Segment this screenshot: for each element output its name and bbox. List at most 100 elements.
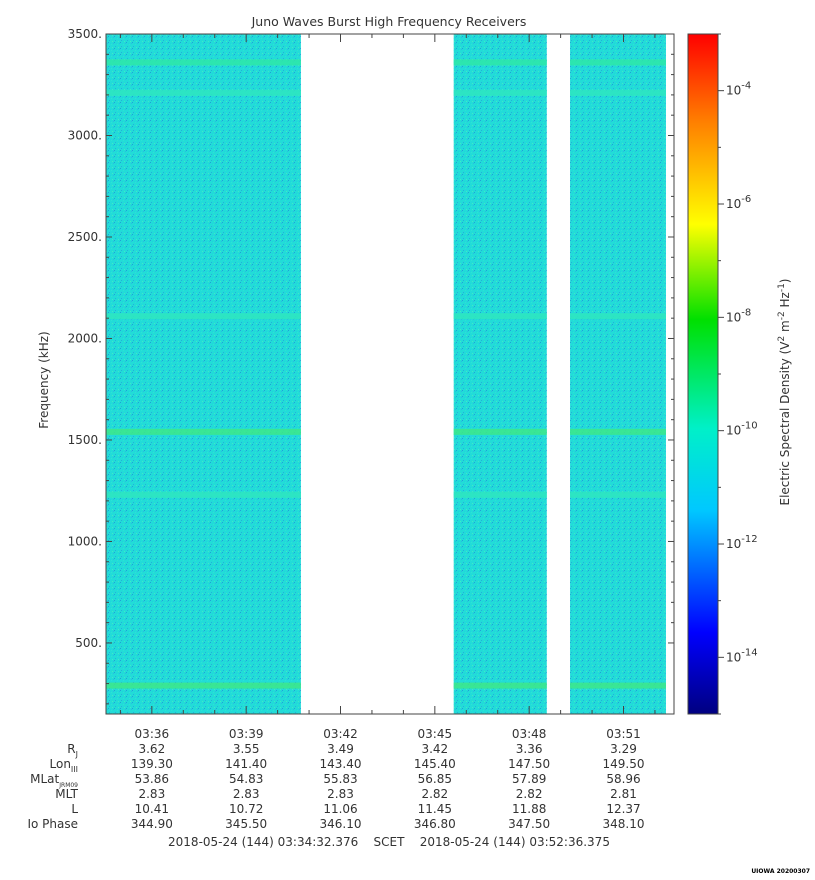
ephemeris-value: 139.30 (131, 757, 173, 771)
ephemeris-value: 11.06 (323, 802, 357, 816)
emission-band (106, 313, 301, 320)
noise-texture (453, 34, 547, 714)
ephemeris-value: 3.62 (138, 742, 165, 756)
colorbar-tick-exponent: -8 (741, 307, 751, 318)
x-tick-label: 03:51 (606, 727, 641, 741)
ephemeris-value: 147.50 (508, 757, 550, 771)
ephemeris-subscript: JRM09 (58, 782, 78, 789)
y-tick-label: 1000. (68, 534, 102, 548)
colorbar-tick-base: 10 (726, 537, 741, 551)
emission-band (453, 491, 547, 498)
plot-frame (105, 33, 675, 715)
emission-band (570, 59, 666, 66)
ephemeris-value: 2.81 (610, 787, 637, 801)
chart-title: Juno Waves Burst High Frequency Receiver… (251, 14, 527, 29)
emission-band (570, 491, 666, 498)
data-segment (453, 34, 547, 714)
y-axis-label: Frequency (kHz) (37, 331, 51, 428)
colorbar-tick-label: 10-10 (726, 421, 758, 438)
y-tick-label: 500. (75, 636, 102, 650)
ephemeris-value: 145.40 (414, 757, 456, 771)
ephemeris-value: 3.42 (421, 742, 448, 756)
emission-band (106, 491, 301, 498)
ephemeris-value: 2.82 (516, 787, 543, 801)
colorbar-tick-exponent: -12 (741, 534, 757, 545)
colorbar-tick-exponent: -4 (741, 81, 751, 92)
emission-band (453, 59, 547, 66)
emission-band (106, 59, 301, 66)
emission-band (570, 89, 666, 96)
colorbar-tick-base: 10 (726, 650, 741, 664)
emission-band (453, 313, 547, 320)
y-tick-label: 3500. (68, 27, 102, 41)
ephemeris-value: 2.83 (233, 787, 260, 801)
ephemeris-value: 55.83 (323, 772, 357, 786)
y-tick-label: 2000. (68, 331, 102, 345)
credit-label: UIOWA 20200307 (751, 868, 810, 875)
ephemeris-value: 2.83 (138, 787, 165, 801)
colorbar-tick-label: 10-12 (726, 534, 758, 551)
ephemeris-value: 57.89 (512, 772, 546, 786)
ephemeris-row-label: L (71, 802, 78, 816)
colorbar-label: Electric Spectral Density (V2 m-2 Hz-1) (777, 278, 792, 505)
x-tick-label: 03:42 (323, 727, 358, 741)
data-segment (570, 34, 666, 714)
ephemeris-row-label: LonIII (50, 757, 79, 774)
colorbar (687, 33, 719, 715)
y-axis: 500. 1000. 1500. 2000. 2500. 3000. 3500. (68, 27, 674, 705)
ephemeris-value: 10.41 (135, 802, 169, 816)
ephemeris-value: 346.80 (414, 817, 456, 831)
ephemeris-value: 347.50 (508, 817, 550, 831)
emission-band (453, 682, 547, 689)
ephemeris-value: 58.96 (606, 772, 640, 786)
emission-band (570, 428, 666, 435)
ephemeris-value: 12.37 (606, 802, 640, 816)
ephemeris-row-label: MLT (55, 787, 78, 801)
emission-band (453, 89, 547, 96)
plot-area (106, 34, 666, 714)
colorbar-tick-exponent: -6 (741, 194, 751, 205)
colorbar-tick-base: 10 (726, 84, 741, 98)
x-tick-label: 03:48 (512, 727, 547, 741)
colorbar-tick-label: 10-8 (726, 307, 751, 324)
emission-band (106, 89, 301, 96)
ephemeris-row-label: MLatJRM09 (30, 772, 78, 789)
ephemeris-name: R (67, 742, 75, 756)
ephemeris-row-label: RJ (67, 742, 78, 759)
ephemeris-value: 10.72 (229, 802, 263, 816)
noise-texture (570, 34, 666, 714)
x-tick-label: 03:45 (418, 727, 453, 741)
ephemeris-value: 344.90 (131, 817, 173, 831)
emission-band (106, 428, 301, 435)
ephemeris-name: MLT (55, 787, 78, 801)
colorbar-tick-base: 10 (726, 424, 741, 438)
ephemeris-value: 3.29 (610, 742, 637, 756)
x-tick-label: 03:39 (229, 727, 264, 741)
colorbar-tick-base: 10 (726, 197, 741, 211)
x-tick-label: 03:36 (135, 727, 170, 741)
y-tick-label: 1500. (68, 433, 102, 447)
ephemeris-name: Lon (50, 757, 71, 771)
ephemeris-value: 2.82 (421, 787, 448, 801)
ephemeris-value: 348.10 (603, 817, 645, 831)
ephemeris-value: 11.88 (512, 802, 546, 816)
colorbar-tick-label: 10-4 (726, 81, 751, 98)
ephemeris-value: 3.36 (516, 742, 543, 756)
ephemeris-value: 11.45 (418, 802, 452, 816)
ephemeris-value: 3.55 (233, 742, 260, 756)
colorbar-label-base: Electric Spectral Density (V (778, 341, 792, 506)
ephemeris-value: 53.86 (135, 772, 169, 786)
ephemeris-subscript: J (75, 750, 78, 759)
ephemeris-table: RJ 3.62 3.55 3.49 3.42 3.36 3.29 LonIII 139.30 14… (27, 742, 644, 831)
colorbar-tick-exponent: -14 (741, 647, 757, 658)
y-tick-label: 3000. (68, 128, 102, 142)
ephemeris-value: 345.50 (225, 817, 267, 831)
data-segment (106, 34, 301, 714)
noise-texture (106, 34, 301, 714)
ephemeris-name: Io Phase (27, 817, 78, 831)
ephemeris-value: 3.49 (327, 742, 354, 756)
emission-band (570, 682, 666, 689)
ephemeris-subscript: III (71, 765, 78, 774)
